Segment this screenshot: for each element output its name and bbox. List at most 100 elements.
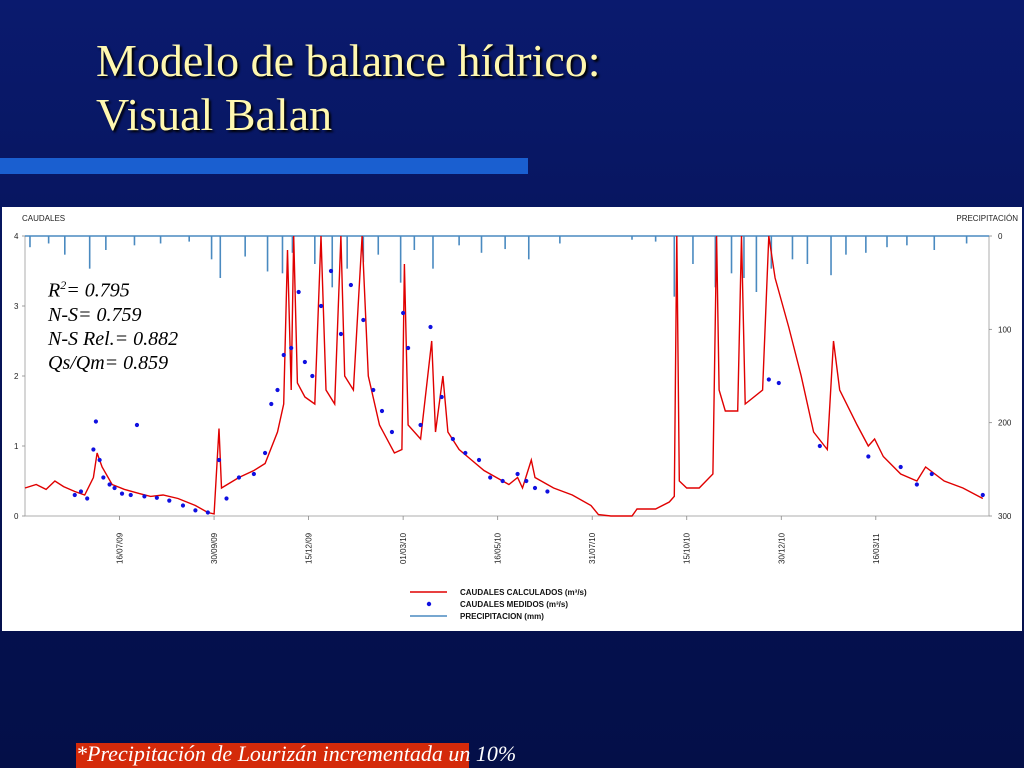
measured-flow-point	[281, 352, 286, 358]
axes: 0 1 2 3 4 0 100 200 300 16/07/09 30/09/09 15/12/09 0…	[14, 232, 1012, 564]
x-tick-label: 15/12/09	[305, 532, 314, 564]
slide-title-line-1: Modelo de balance hídrico:	[96, 35, 601, 86]
chart-legend: CAUDALES CALCULADOS (m³/s) CAUDALES MEDID…	[410, 588, 587, 621]
legend-label: CAUDALES CALCULADOS (m³/s)	[460, 588, 587, 597]
chart-panel: CAUDALES PRECIPITACIÓN 0 1 2 3 4 0 100 200 300 16…	[2, 207, 1022, 631]
title-accent-bar	[0, 158, 528, 174]
measured-flow-point	[980, 492, 985, 498]
stat-ns: N-S= 0.759	[48, 303, 142, 326]
measured-flow-point	[776, 380, 781, 386]
measured-flow-point	[302, 359, 307, 365]
measured-flow-point	[532, 485, 538, 491]
measured-flow-point	[515, 471, 520, 477]
measured-flow-point	[389, 429, 395, 435]
measured-flow-point	[216, 457, 222, 463]
x-tick-label: 16/03/11	[872, 533, 881, 564]
left-tick-label: 3	[14, 302, 19, 311]
slide-title: Modelo de balance hídrico: Visual Balan	[96, 34, 601, 142]
left-tick-label: 2	[14, 372, 19, 381]
measured-flow-point	[766, 377, 771, 382]
measured-flow-point	[817, 443, 822, 449]
x-tick-label: 30/09/09	[210, 532, 219, 564]
x-tick-label: 15/10/10	[683, 532, 692, 564]
slide-title-line-2: Visual Balan	[96, 89, 333, 140]
calculated-flow-series	[24, 235, 984, 517]
legend-label: PRECIPITACION (mm)	[460, 612, 544, 621]
measured-flow-point	[866, 454, 871, 459]
right-tick-label: 0	[998, 232, 1003, 241]
stat-r2: R2= 0.795	[48, 278, 130, 302]
measured-flow-point	[338, 331, 344, 337]
measured-flow-point	[929, 471, 934, 477]
measured-flow-point	[180, 503, 186, 508]
measured-flow-point	[463, 450, 468, 456]
measured-flow-point	[348, 282, 353, 288]
x-tick-label: 16/05/10	[494, 532, 503, 564]
x-tick-label: 31/07/10	[588, 532, 597, 564]
right-axis-label: PRECIPITACIÓN	[956, 214, 1018, 223]
measured-flow-point	[142, 494, 147, 499]
right-tick-label: 300	[998, 512, 1012, 521]
x-tick-label: 30/12/10	[777, 532, 786, 564]
measured-flow-point	[205, 510, 210, 515]
measured-flow-point	[545, 489, 550, 494]
measured-flow-point	[379, 408, 385, 414]
measured-flow-point	[328, 268, 334, 274]
measured-flow-point	[418, 422, 423, 428]
measured-flow-point	[154, 495, 159, 500]
x-tick-label: 16/07/09	[116, 532, 125, 564]
measured-flow-point	[91, 447, 96, 452]
fit-statistics: R2= 0.795 N-S= 0.759 N-S Rel.= 0.882 Qs/…	[48, 273, 178, 375]
measured-flow-point	[488, 475, 493, 480]
footnote-highlight	[76, 743, 469, 768]
measured-flow-point	[101, 475, 106, 480]
measured-flow-point	[275, 387, 280, 393]
measured-flow-point	[914, 482, 919, 487]
calculated-flow-line	[24, 235, 984, 517]
measured-flow-point	[167, 498, 172, 503]
left-axis-label: CAUDALES	[22, 214, 65, 223]
stat-ns-rel: N-S Rel.= 0.882	[48, 327, 179, 350]
footnote: *Precipitación de Lourizán incrementada …	[76, 741, 517, 768]
stat-qs-qm: Qs/Qm= 0.859	[48, 351, 169, 374]
measured-flow-point	[406, 345, 411, 351]
left-tick-label: 4	[14, 232, 19, 241]
measured-flow-point	[310, 373, 315, 379]
measured-flow-point	[439, 394, 444, 400]
measured-flow-point	[371, 387, 376, 393]
measured-flow-series	[72, 268, 985, 515]
measured-flow-point	[262, 450, 268, 456]
measured-flow-point	[476, 457, 482, 463]
left-tick-label: 0	[14, 512, 19, 521]
measured-flow-point	[450, 436, 455, 442]
measured-flow-point	[93, 419, 99, 424]
measured-flow-point	[289, 345, 294, 351]
measured-flow-point	[134, 422, 140, 428]
measured-flow-point	[128, 492, 133, 498]
left-tick-label: 1	[14, 442, 19, 451]
measured-flow-point	[318, 303, 324, 309]
measured-flow-point	[85, 496, 90, 501]
measured-flow-point	[296, 289, 301, 295]
measured-flow-point	[119, 491, 125, 496]
legend-label: CAUDALES MEDIDOS (m³/s)	[460, 600, 568, 609]
x-tick-label: 01/03/10	[399, 532, 408, 564]
measured-flow-point	[112, 485, 117, 491]
measured-flow-point	[107, 482, 112, 487]
measured-flow-point	[269, 401, 274, 407]
measured-flow-point	[72, 492, 77, 498]
measured-flow-point	[251, 471, 256, 477]
measured-flow-point	[193, 508, 198, 513]
measured-flow-point	[428, 324, 433, 330]
measured-flow-point	[401, 310, 406, 316]
measured-flow-point	[78, 489, 84, 494]
hydro-chart: CAUDALES PRECIPITACIÓN 0 1 2 3 4 0 100 200 300 16…	[14, 214, 1018, 621]
measured-flow-point	[97, 457, 102, 463]
measured-flow-point	[898, 464, 903, 470]
measured-flow-point	[224, 496, 229, 501]
right-tick-label: 200	[998, 419, 1012, 428]
measured-flow-point	[500, 478, 505, 484]
measured-flow-point	[236, 475, 242, 480]
measured-flow-point	[361, 317, 366, 323]
legend-swatch-measured	[426, 601, 432, 607]
